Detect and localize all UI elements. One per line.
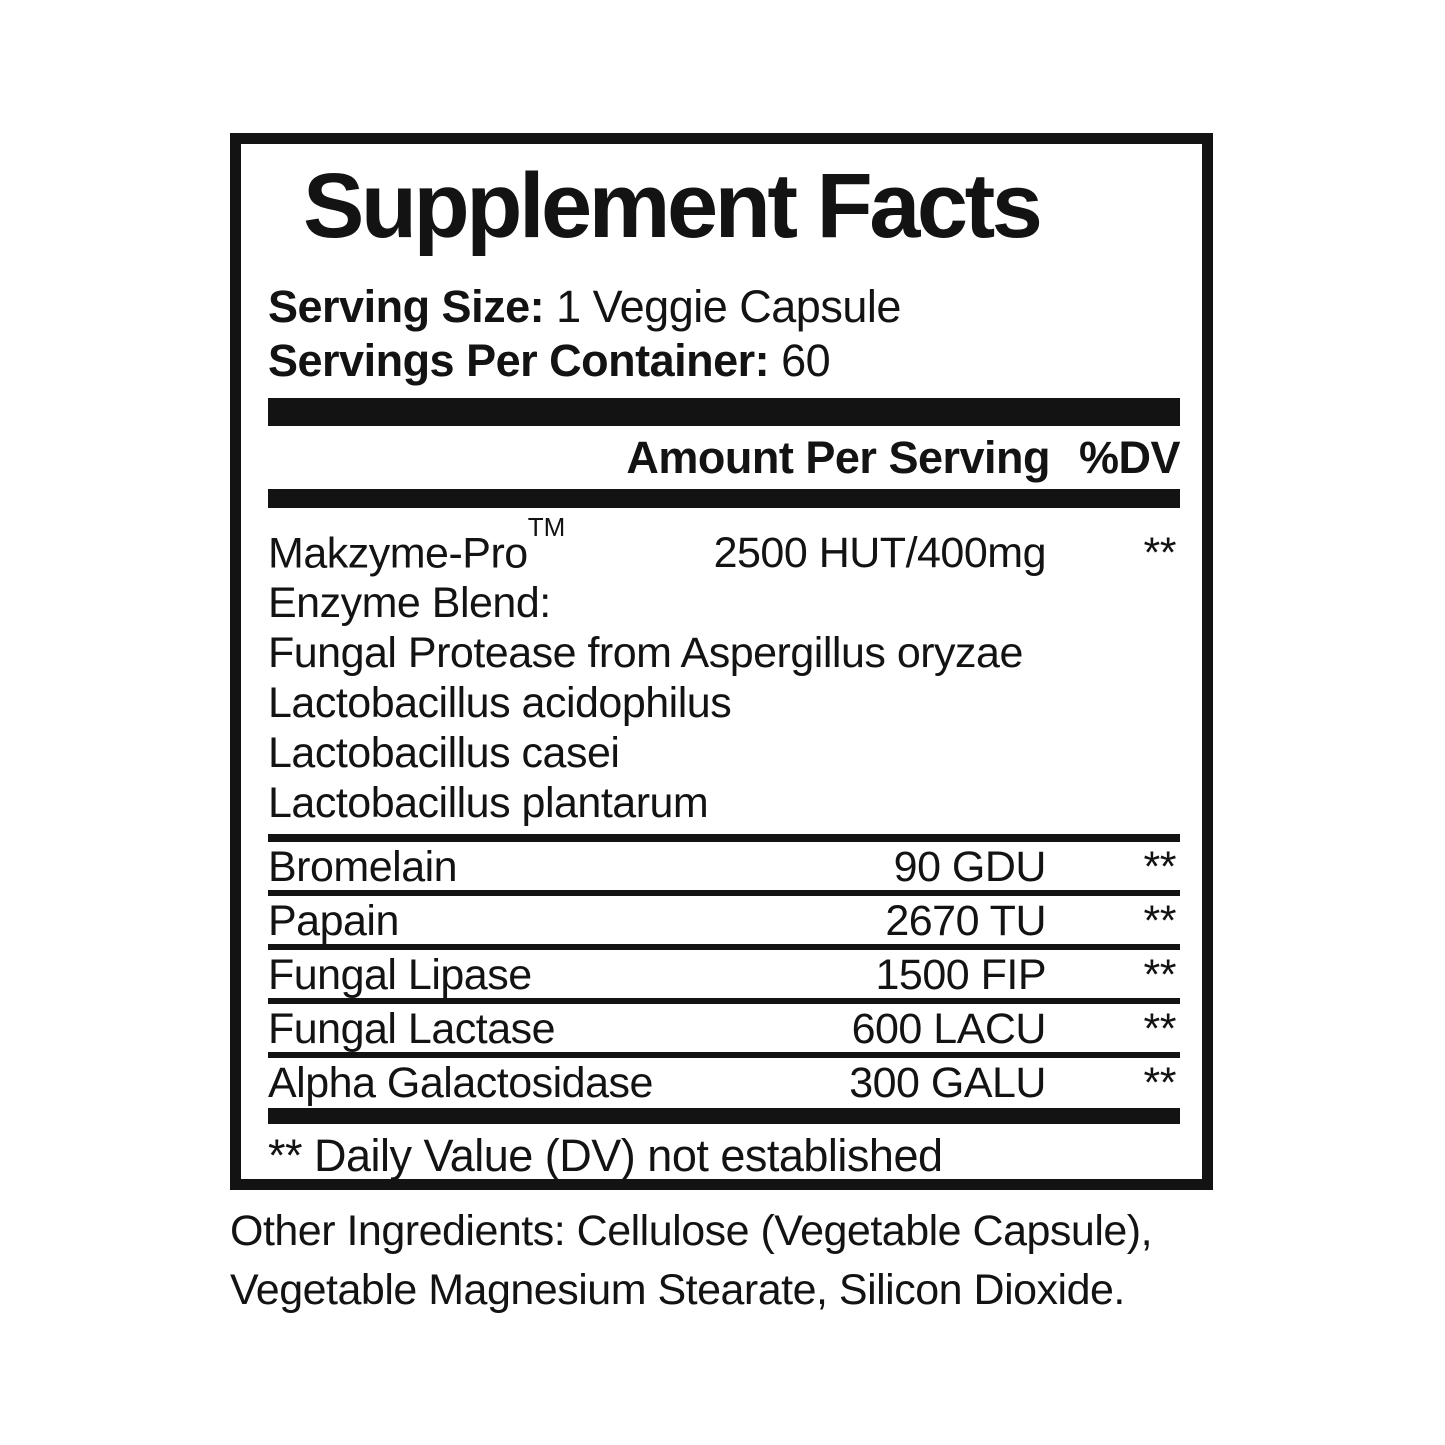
ingredient-name: Alpha Galactosidase (268, 1059, 653, 1108)
ingredient-amount: 300 GALU (849, 1059, 1046, 1108)
ingredient-row: Papain 2670 TU ** (268, 896, 1180, 944)
ingredient-row: Alpha Galactosidase 300 GALU ** (268, 1058, 1180, 1106)
ingredient-row: Fungal Lactase 600 LACU ** (268, 1004, 1180, 1052)
ingredient-dv: ** (1143, 1005, 1177, 1054)
divider-bar-thick-top (268, 398, 1180, 426)
blend-name-text: Makzyme-Pro (268, 529, 528, 578)
servings-per-container-value: 60 (781, 335, 831, 386)
other-ingredients-label: Other Ingredients: (230, 1207, 566, 1255)
divider-bar-mid (268, 489, 1180, 508)
panel-title: Supplement Facts (303, 155, 1043, 257)
ingredient-amount: 2670 TU (885, 897, 1046, 946)
ingredient-name: Fungal Lipase (268, 951, 532, 1000)
ingredient-dv: ** (1143, 951, 1177, 1000)
ingredient-name: Bromelain (268, 843, 458, 892)
divider-bar-bottom (268, 1108, 1180, 1125)
ingredient-amount: 1500 FIP (875, 951, 1047, 1000)
dv-footnote: ** Daily Value (DV) not established (268, 1130, 943, 1182)
servings-per-container-label: Servings Per Container: (268, 335, 770, 386)
blend-line-5: Lactobacillus plantarum (268, 779, 709, 828)
blend-line-3: Lactobacillus acidophilus (268, 679, 732, 728)
supplement-facts-panel: Supplement Facts Serving Size: 1 Veggie C… (230, 133, 1213, 1190)
blend-line-1: Enzyme Blend: (268, 579, 551, 628)
blend-line-4: Lactobacillus casei (268, 729, 620, 778)
trademark-symbol: TM (527, 512, 566, 542)
ingredient-row-makzyme: Makzyme-ProTM 2500 HUT/400mg ** (268, 512, 1180, 578)
ingredient-row: Fungal Lipase 1500 FIP ** (268, 950, 1180, 998)
serving-size-value: 1 Veggie Capsule (556, 281, 901, 332)
serving-size-line: Serving Size: 1 Veggie Capsule (268, 280, 1180, 334)
ingredient-amount: 90 GDU (893, 843, 1047, 892)
ingredient-name: Makzyme-ProTM (268, 512, 714, 578)
divider-line (268, 998, 1180, 1005)
ingredient-dv: ** (1143, 843, 1177, 892)
ingredient-dv: ** (1143, 897, 1177, 946)
divider-line (268, 890, 1180, 897)
column-header-amount: Amount Per Serving (626, 432, 1050, 483)
ingredient-row: Bromelain 90 GDU ** (268, 842, 1180, 890)
ingredient-dv: ** (1143, 529, 1177, 578)
other-ingredients-line1: Other Ingredients: Cellulose (Vegetable … (230, 1202, 1153, 1261)
ingredient-name: Fungal Lactase (268, 1005, 556, 1054)
other-ingredients: Other Ingredients: Cellulose (Vegetable … (230, 1202, 1153, 1320)
divider-line (268, 944, 1180, 951)
divider-line (268, 1052, 1180, 1059)
ingredient-name: Papain (268, 897, 399, 946)
other-ingredients-line1-rest: Cellulose (Vegetable Capsule), (576, 1207, 1153, 1255)
column-header-dv: %DV (1078, 432, 1181, 483)
ingredient-dv: ** (1143, 1059, 1177, 1108)
column-header-row: Amount Per Serving %DV (268, 426, 1180, 489)
serving-size-label: Serving Size: (268, 281, 545, 332)
divider-line-heavy (268, 834, 1180, 843)
servings-per-container-line: Servings Per Container: 60 (268, 334, 1180, 388)
ingredient-amount: 2500 HUT/400mg (713, 529, 1047, 578)
ingredient-amount: 600 LACU (851, 1005, 1047, 1054)
other-ingredients-line2: Vegetable Magnesium Stearate, Silicon Di… (230, 1266, 1125, 1314)
blend-line-2: Fungal Protease from Aspergillus oryzae (268, 629, 1023, 678)
